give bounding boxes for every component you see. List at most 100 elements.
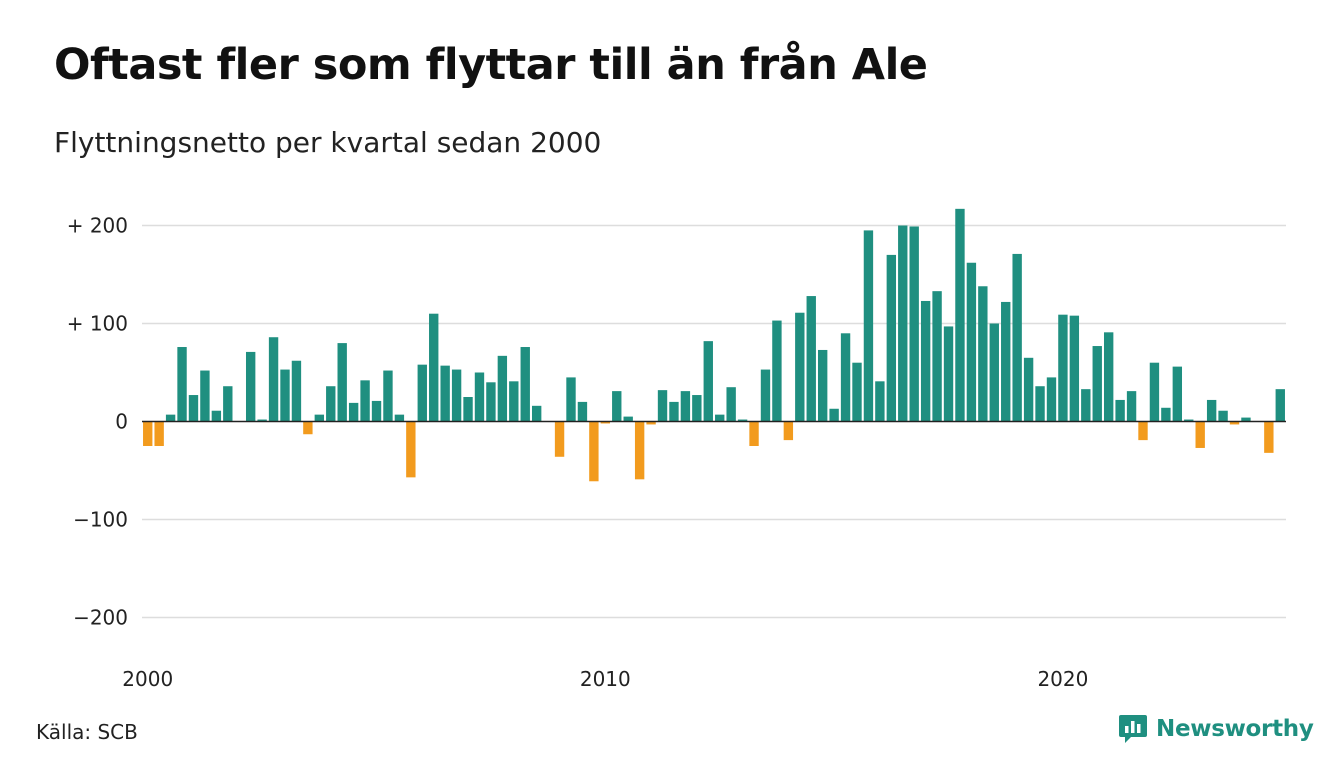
bar	[348, 402, 359, 422]
bar	[1012, 253, 1022, 422]
bar	[303, 421, 313, 435]
bar	[394, 414, 405, 422]
bar	[1035, 386, 1045, 422]
bar	[772, 320, 782, 422]
y-axis-labels: + 200 + 100 0 −100 −200	[67, 214, 128, 630]
bar	[1195, 421, 1205, 448]
bar	[1081, 389, 1091, 422]
y-tick-label: 0	[115, 410, 128, 434]
brand-logo: Newsworthy	[1118, 713, 1314, 745]
bar	[600, 421, 611, 424]
bar-chart: + 200 + 100 0 −100 −200 2000 2010 2020	[67, 208, 1286, 691]
bar	[383, 370, 393, 422]
bar	[463, 397, 473, 422]
x-tick-label: 2010	[580, 667, 631, 691]
bar	[154, 421, 164, 446]
bar	[188, 395, 199, 422]
bar	[943, 326, 954, 422]
bar	[932, 291, 942, 422]
bar	[737, 419, 748, 422]
bar	[715, 414, 725, 422]
bar	[165, 414, 176, 422]
x-tick-label: 2020	[1037, 667, 1088, 691]
x-axis-labels: 2000 2010 2020	[122, 667, 1088, 691]
y-tick-label: + 100	[67, 312, 128, 336]
source-note: Källa: SCB	[36, 720, 138, 744]
bar	[795, 312, 805, 422]
bar	[840, 333, 851, 422]
bars	[143, 208, 1285, 482]
bar	[268, 337, 279, 422]
chart-title: Oftast fler som flyttar till än från Ale	[54, 40, 928, 90]
bar	[680, 391, 691, 422]
bar	[1115, 399, 1125, 422]
bar	[440, 365, 450, 422]
bar	[371, 400, 382, 422]
bar	[1058, 314, 1068, 422]
bar	[817, 349, 828, 422]
bar	[280, 369, 290, 422]
bar	[211, 410, 222, 422]
brand-name: Newsworthy	[1156, 716, 1314, 742]
bar	[646, 421, 656, 425]
bar	[852, 362, 862, 422]
bar	[909, 226, 919, 422]
y-tick-label: + 200	[67, 214, 128, 238]
bar	[257, 419, 267, 422]
bar	[1275, 389, 1285, 422]
bar	[406, 421, 416, 478]
bar	[1184, 419, 1194, 422]
bar	[634, 421, 645, 480]
bar	[1149, 362, 1160, 422]
bar	[1172, 366, 1183, 422]
bar	[829, 408, 839, 422]
bar	[531, 405, 542, 422]
bar	[1264, 421, 1274, 453]
bar	[657, 390, 668, 422]
bar	[291, 360, 302, 422]
bar	[1241, 417, 1251, 422]
bar	[749, 421, 759, 446]
bar	[863, 230, 874, 422]
chart-subtitle: Flyttningsnetto per kvartal sedan 2000	[54, 126, 602, 159]
bar	[886, 254, 897, 422]
bar	[1103, 332, 1114, 422]
bar	[314, 414, 325, 422]
bar	[703, 341, 713, 422]
bar	[692, 395, 702, 422]
bar	[1092, 346, 1102, 422]
bar	[177, 347, 187, 422]
bar	[612, 391, 622, 422]
bar	[497, 355, 508, 422]
bar	[989, 323, 999, 422]
bar	[520, 347, 530, 422]
bar	[955, 208, 965, 422]
bar	[1069, 315, 1080, 422]
bar	[417, 364, 427, 422]
y-tick-label: −200	[73, 606, 128, 630]
bar	[554, 421, 565, 457]
bar	[1023, 357, 1034, 422]
newsworthy-logo-icon	[1119, 715, 1147, 743]
bar	[200, 370, 210, 422]
bar	[360, 380, 370, 422]
bar	[566, 377, 576, 422]
bar	[1161, 407, 1171, 422]
bar	[223, 386, 233, 422]
y-tick-label: −100	[73, 508, 128, 532]
bar	[978, 286, 988, 422]
bar	[669, 401, 679, 422]
bar	[623, 416, 633, 422]
bar	[509, 381, 519, 422]
bar	[486, 382, 496, 422]
bar	[760, 369, 771, 422]
bar	[966, 262, 977, 422]
bar	[1206, 399, 1217, 422]
bar	[245, 351, 256, 422]
bar	[577, 401, 588, 422]
gridlines	[142, 224, 1286, 619]
bar	[1046, 377, 1057, 422]
bar	[429, 313, 439, 422]
bar	[451, 369, 462, 422]
bar	[326, 386, 336, 422]
